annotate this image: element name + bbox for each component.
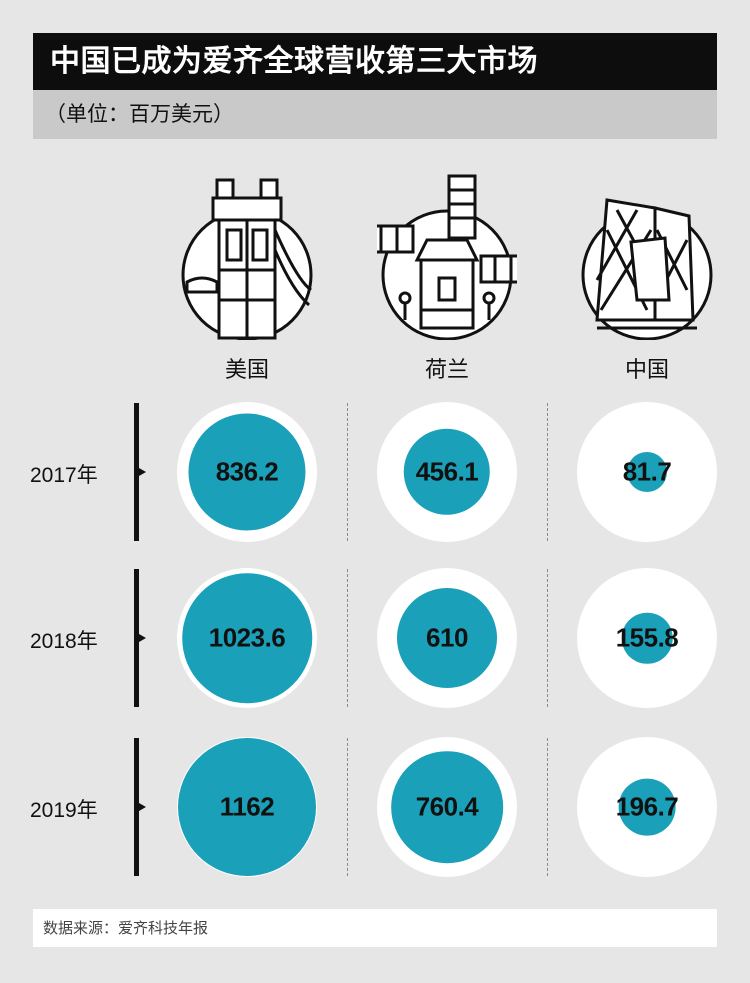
value-bubble — [627, 452, 667, 492]
country-label-netherlands: 荷兰 — [424, 358, 469, 383]
column-separator — [547, 738, 548, 876]
data-source-note: 数据来源：爱齐科技年报 — [33, 909, 717, 947]
value-bubble — [397, 588, 497, 688]
value-bubble — [403, 428, 491, 516]
year-label-2018: 2018年 — [30, 630, 98, 653]
value-label: 155.8 — [615, 622, 679, 653]
unit-subtitle: （单位：百万美元） — [33, 90, 717, 139]
year-bar-2017 — [134, 403, 139, 541]
bubble-cell-usa-1: 1023.6 — [177, 568, 317, 708]
bubble-cell-netherlands-1: 610 — [377, 568, 517, 708]
column-separator — [347, 403, 348, 541]
column-separator — [547, 569, 548, 707]
column-separator — [347, 569, 348, 707]
bridge-landmark-icon — [177, 170, 317, 341]
bubble-cell-china-1: 155.8 — [577, 568, 717, 708]
bubble-cell-netherlands-2: 760.4 — [377, 737, 517, 877]
value-bubble — [188, 413, 306, 531]
cctv-tower-landmark-icon — [577, 170, 717, 341]
bubble-cell-china-0: 81.7 — [577, 402, 717, 542]
chart-title: 中国已成为爱齐全球营收第三大市场 — [33, 33, 717, 90]
column-separator — [347, 738, 348, 876]
year-arrow-2019 — [139, 803, 146, 811]
country-label-china: 中国 — [624, 358, 669, 383]
value-label: 836.2 — [215, 456, 279, 487]
year-label-2017: 2017年 — [30, 464, 98, 487]
value-label: 610 — [426, 622, 468, 653]
value-bubble — [178, 738, 316, 876]
year-arrow-2017 — [139, 468, 146, 476]
year-bar-2018 — [134, 569, 139, 707]
value-bubble — [182, 573, 312, 703]
value-label: 1023.6 — [208, 622, 286, 653]
year-bar-2019 — [134, 738, 139, 876]
column-separator — [547, 403, 548, 541]
bubble-cell-netherlands-0: 456.1 — [377, 402, 517, 542]
value-bubble — [391, 751, 503, 863]
value-label: 760.4 — [415, 791, 479, 822]
value-label: 456.1 — [415, 456, 479, 487]
windmill-landmark-icon — [365, 170, 529, 341]
value-label: 196.7 — [615, 791, 679, 822]
country-label-usa: 美国 — [224, 358, 269, 383]
value-label: 1162 — [219, 791, 275, 822]
bubble-cell-usa-2: 1162 — [177, 737, 317, 877]
bubble-cell-china-2: 196.7 — [577, 737, 717, 877]
year-arrow-2018 — [139, 634, 146, 642]
value-bubble — [621, 612, 673, 664]
value-label: 81.7 — [622, 456, 672, 487]
year-label-2019: 2019年 — [30, 799, 98, 822]
value-bubble — [618, 778, 676, 836]
bubble-cell-usa-0: 836.2 — [177, 402, 317, 542]
